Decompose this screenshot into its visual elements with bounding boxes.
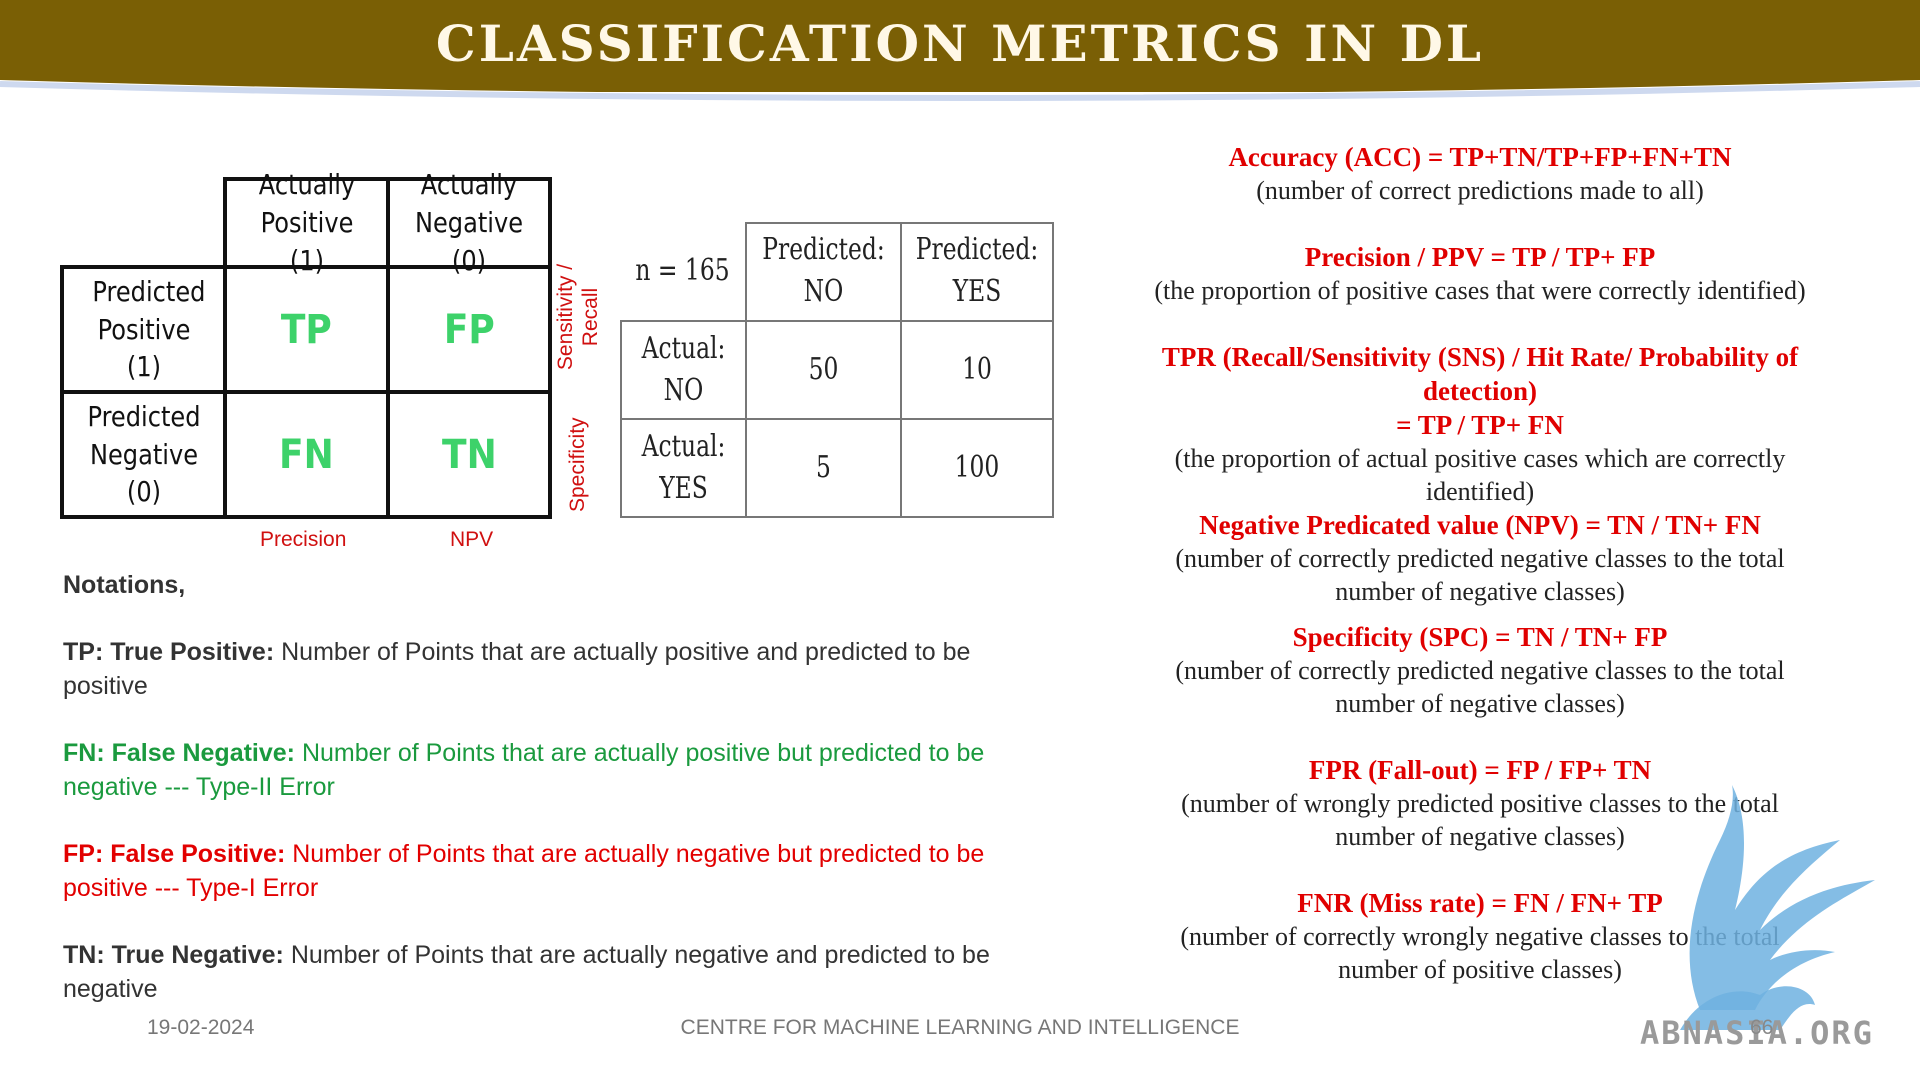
matrix-divider (60, 390, 552, 394)
example-confusion-table: n = 165 Predicted: NO Predicted: YES Act… (620, 222, 1054, 518)
cell-fn: FN (279, 431, 334, 478)
formula-npv: Negative Predicated value (NPV) = TN / T… (1175, 510, 1785, 606)
value-fn: 5 (816, 450, 831, 485)
row-header-predicted-negative: Predicted Negative (0) (86, 399, 201, 509)
col-header-actually-positive: Actually Positive (1) (258, 168, 355, 277)
footer-date: 19-02-2024 (147, 1016, 255, 1039)
formula-fpr: FPR (Fall-out) = FP / FP+ TN (number of … (1181, 755, 1779, 851)
value-tn: 50 (808, 352, 839, 387)
col-header-predicted-no: Predicted: NO (762, 232, 885, 309)
cell-fp: FP (443, 306, 495, 353)
title-bar-curve (0, 80, 1920, 120)
formula-fnr: FNR (Miss rate) = FN / FN+ TP (number of… (1180, 888, 1780, 984)
page-number: 66 (1750, 1016, 1774, 1039)
confusion-matrix: Actually Positive (1) Actually Negative … (60, 168, 552, 519)
fp-definition: FP: False Positive: Number of Points tha… (63, 840, 985, 902)
row-header-actual-no: Actual: NO (641, 331, 726, 408)
tn-definition: TN: True Negative: Number of Points that… (63, 941, 990, 1003)
cell-tp: TP (281, 306, 332, 353)
formula-accuracy: Accuracy (ACC) = TP+TN/TP+FP+FN+TN (numb… (1228, 142, 1732, 205)
footer-center: CENTRE FOR MACHINE LEARNING AND INTELLIG… (680, 1016, 1240, 1039)
title-bar (0, 0, 1920, 92)
watermark-text: ABNASIA.ORG (1640, 1014, 1874, 1052)
row-header-actual-yes: Actual: YES (641, 429, 726, 506)
n-label: n = 165 (635, 253, 730, 288)
matrix-divider (386, 177, 390, 519)
col-header-actually-negative: Actually Negative (0) (414, 168, 524, 277)
sensitivity-recall-label: Sensitivity / Recall (554, 263, 603, 371)
tp-definition: TP: True Positive: Number of Points that… (63, 638, 971, 700)
watermark-logo (1680, 785, 1875, 1030)
formula-precision: Precision / PPV = TP / TP+ FP (the propo… (1154, 242, 1806, 305)
fn-definition: FN: False Negative: Number of Points tha… (63, 739, 985, 801)
precision-label: Precision (260, 528, 347, 551)
value-tp: 100 (954, 450, 1000, 485)
row-header-predicted-positive: Predicted Positive (1) (91, 274, 205, 384)
col-header-predicted-yes: Predicted: YES (915, 232, 1039, 309)
specificity-label: Specificity (566, 417, 589, 512)
notations: Notations, TP: True Positive: Number of … (63, 568, 1023, 1039)
slide-title: CLASSIFICATION METRICS IN DL (435, 14, 1485, 73)
npv-label: NPV (450, 528, 494, 551)
formula-specificity: Specificity (SPC) = TN / TN+ FP (number … (1175, 622, 1785, 718)
value-fp: 10 (962, 352, 992, 387)
cell-tn: TN (441, 431, 497, 478)
metric-formulas: Accuracy (ACC) = TP+TN/TP+FP+FN+TN (numb… (1120, 140, 1840, 986)
formula-tpr: TPR (Recall/Sensitivity (SNS) / Hit Rate… (1161, 342, 1799, 506)
notations-heading: Notations, (63, 571, 186, 599)
